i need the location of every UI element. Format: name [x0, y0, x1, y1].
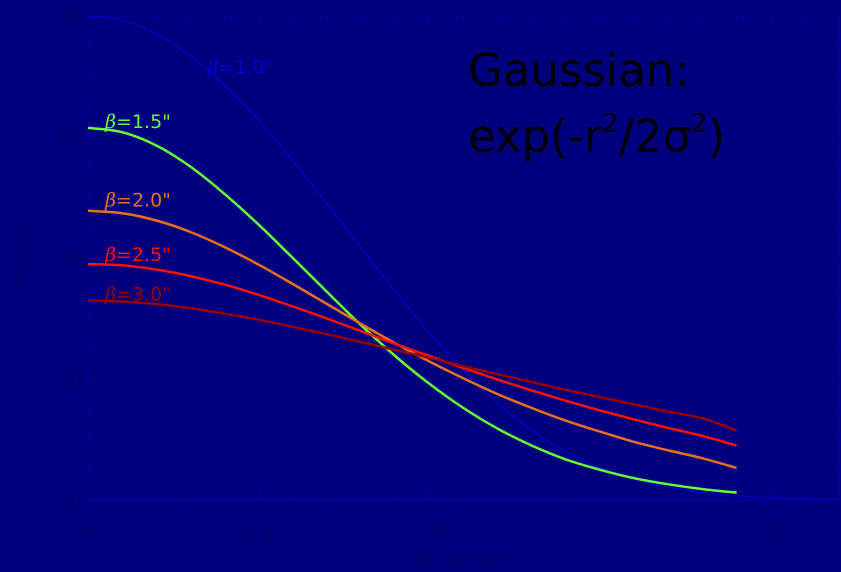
x-tick-label: 0.0 — [73, 519, 103, 541]
series-label-5: β=3.0" — [104, 283, 171, 305]
axes: 0.0 0.5 1.0 1.5 2.0 0 20 40 60 80 — [58, 6, 840, 541]
annotation-line2: exp(-r2/2σ2) — [468, 109, 725, 163]
series-lines — [87, 15, 840, 500]
annotation-sup1: 2 — [602, 109, 619, 139]
series-label-symbol: β — [104, 244, 116, 266]
formula-annotation: Gaussian: exp(-r2/2σ2) — [468, 44, 725, 163]
series-label-symbol: β — [104, 190, 116, 212]
series-line-1 — [87, 15, 840, 500]
annotation-line2-suffix: ) — [708, 110, 726, 163]
y-tick-label: 80 — [58, 6, 82, 28]
series-line-4 — [87, 262, 737, 447]
y-tick-label: 0 — [70, 490, 82, 512]
series-label-value: =2.0" — [116, 190, 171, 212]
x-tick-label: 1.0 — [414, 519, 444, 541]
series-label-value: =1.5" — [116, 111, 171, 133]
series-label-4: β=2.5" — [104, 244, 171, 266]
series-label-3: β=2.0" — [104, 190, 171, 212]
series-label-symbol: β — [104, 283, 116, 305]
annotation-sup2: 2 — [691, 109, 708, 139]
series-label-value: =3.0" — [116, 283, 171, 305]
series-label-1: β=1.0" — [206, 56, 273, 78]
annotation-line2-prefix: exp(-r — [468, 110, 603, 163]
series-line-5 — [87, 299, 738, 432]
series-line-2 — [87, 126, 737, 494]
series-label-value: =1.0" — [218, 56, 273, 78]
x-tick-label: 0.5 — [244, 519, 274, 541]
y-tick-label: 40 — [58, 248, 82, 270]
x-tick-label: 1.5 — [585, 519, 615, 541]
series-label-symbol: β — [104, 111, 116, 133]
series-label-2: β=1.5" — [104, 111, 171, 133]
series-label-value: =2.5" — [116, 244, 171, 266]
y-axis-title: flux (%) — [9, 221, 31, 295]
y-tick-label: 60 — [58, 127, 82, 149]
annotation-line1: Gaussian: — [468, 44, 690, 97]
annotation-line2-mid: /2σ — [619, 110, 691, 163]
series-labels: β=1.0"β=1.5"β=2.0"β=2.5"β=3.0" — [104, 56, 273, 305]
y-tick-label: 20 — [58, 369, 82, 391]
x-tick-label: 2.0 — [756, 519, 786, 541]
series-line-3 — [87, 209, 737, 470]
x-axis-title: Δx (arcsec) — [411, 549, 518, 571]
series-label-symbol: β — [206, 56, 218, 78]
